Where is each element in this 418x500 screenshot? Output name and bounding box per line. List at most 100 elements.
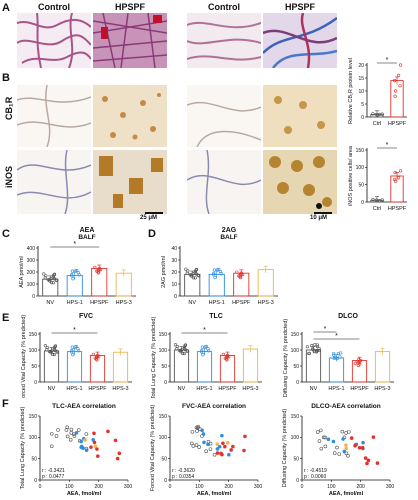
y-axis-label: iNOS positive cells/ area — [348, 145, 354, 206]
scatter-point — [344, 431, 348, 435]
data-point — [71, 277, 75, 281]
significance-star: * — [335, 333, 338, 340]
data-point — [194, 268, 198, 272]
data-point — [94, 357, 98, 361]
bar-hps-3 — [115, 272, 132, 297]
x-tick-label: Ctrl — [373, 206, 382, 212]
data-point — [184, 267, 188, 271]
y-tick-label: 100 — [27, 282, 36, 288]
data-point — [48, 349, 52, 354]
data-point — [397, 73, 401, 78]
data-point — [185, 271, 189, 275]
x-tick-label: NV — [46, 300, 54, 306]
y-tick-label: 40 — [171, 246, 177, 252]
x-tick-label: HPSPF — [232, 300, 251, 306]
data-point — [181, 351, 185, 355]
x-tick-label: 200 — [356, 484, 365, 490]
data-point — [70, 348, 74, 353]
chart-title: 2AG — [222, 227, 237, 234]
x-tick-label: 0 — [39, 484, 42, 490]
data-point — [235, 270, 239, 274]
data-point — [51, 276, 55, 280]
scatter-point — [72, 434, 77, 438]
data-point — [46, 278, 50, 282]
scatter-point — [89, 445, 93, 449]
data-point — [197, 274, 201, 278]
data-point — [398, 169, 403, 173]
scatter-point — [361, 440, 365, 445]
micrograph-a-hpspf-he — [93, 13, 167, 68]
scatter-point — [319, 446, 324, 451]
data-point — [54, 278, 58, 282]
scatter-point — [81, 446, 85, 450]
data-point — [212, 273, 216, 277]
significance-star: * — [73, 327, 76, 334]
chart-subtitle: BALF — [78, 234, 95, 241]
x-tick-label: HPS-1 — [67, 300, 83, 306]
data-point — [359, 358, 363, 363]
data-point — [200, 345, 204, 349]
data-point — [376, 113, 380, 117]
x-tick-label: HPS-3 — [116, 300, 132, 306]
bar-hpspf — [390, 175, 404, 203]
scatter-point — [202, 440, 206, 445]
x-tick-label: HPSPF — [388, 206, 407, 212]
micrograph-b-control-inos-low — [17, 150, 91, 214]
y-tick-label: 150 — [159, 414, 168, 420]
bar-hps-1 — [328, 357, 345, 383]
data-point — [52, 273, 56, 277]
y-tick-label: 100 — [291, 435, 300, 441]
significance-star: * — [324, 326, 327, 333]
scatter-point — [74, 431, 79, 435]
scatter-point — [215, 442, 220, 446]
scatter-point — [323, 435, 327, 440]
y-axis-label: 2AG pmol/ml — [161, 256, 167, 288]
scatter-point — [92, 431, 96, 436]
data-point — [332, 353, 336, 357]
y-tick-label: 50 — [31, 364, 37, 370]
y-axis-label: Diffusing Capacity (% predicted) — [282, 409, 288, 488]
data-point — [175, 347, 179, 351]
y-tick-label: 15 — [358, 76, 364, 82]
scatter-point — [229, 448, 233, 452]
scatter-point — [201, 432, 206, 436]
data-point — [43, 344, 48, 348]
row-label-cb1r: CB₁R — [4, 96, 14, 120]
data-point — [200, 350, 204, 354]
scale-bar-right-label: 10 μM — [310, 215, 328, 221]
data-point — [70, 274, 74, 278]
scatter-point — [365, 461, 369, 466]
x-tick-label: 100 — [65, 484, 74, 490]
y-tick-label: 100 — [29, 435, 38, 441]
scatter-point — [200, 428, 204, 433]
scatter-point — [326, 437, 331, 442]
x-tick-label: Ctrl — [373, 121, 382, 127]
data-point — [380, 198, 384, 202]
scatter-point — [321, 435, 326, 440]
bar-hps-3 — [374, 351, 391, 383]
significance-star: * — [386, 57, 389, 64]
x-tick-label: NV — [310, 386, 318, 392]
y-axis-label: Relative CB₁R protein level — [348, 58, 354, 124]
data-point — [356, 363, 360, 368]
micrograph-b-hpspf-inos-low — [93, 150, 167, 214]
scatter-point — [341, 437, 345, 441]
micrograph-a-control-he — [17, 13, 91, 68]
data-point — [315, 345, 320, 349]
y-tick-label: 300 — [27, 258, 36, 264]
scatter-point — [353, 443, 357, 448]
data-point — [371, 112, 375, 116]
micrograph-a-control-trichrome — [187, 13, 261, 68]
scatter-point — [191, 444, 196, 448]
y-tick-label: 100 — [291, 348, 300, 354]
data-point — [45, 345, 49, 350]
chart-dlco-aea-correlation: DLCO-AEA correlation 0 50 100 150 0 100 200 300 A… — [282, 403, 394, 497]
y-tick-label: 50 — [31, 456, 37, 462]
scatter-point — [318, 428, 323, 433]
scatter-point — [363, 456, 368, 460]
scatter-point — [337, 452, 341, 456]
y-tick-label: 100 — [29, 348, 38, 354]
